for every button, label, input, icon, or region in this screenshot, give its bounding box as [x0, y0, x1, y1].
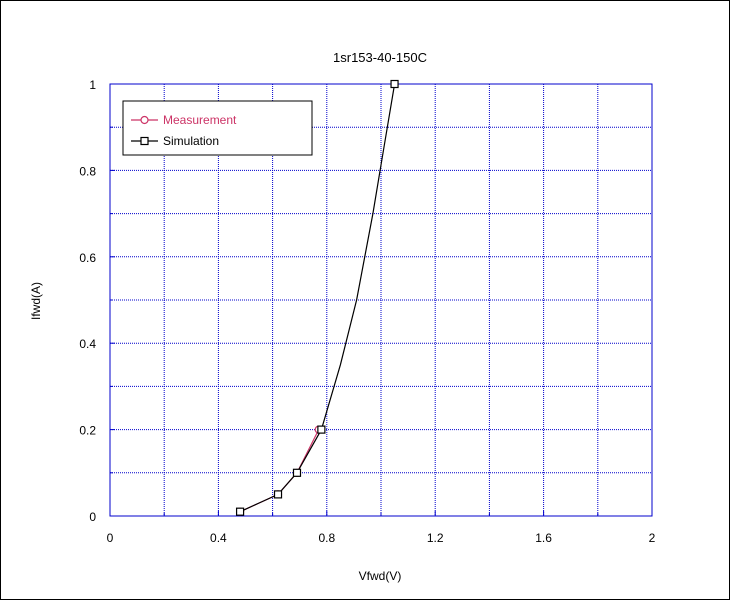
x-tick-label: 1.6	[535, 531, 552, 545]
x-tick-label: 0.4	[210, 531, 227, 545]
series-simulation	[235, 79, 399, 516]
data-point-simulation	[390, 79, 399, 89]
data-point-simulation	[235, 507, 245, 516]
y-tick-label: 0.4	[79, 337, 96, 351]
data-point-simulation	[273, 490, 283, 499]
chart-title: 1sr153-40-150C	[333, 50, 427, 65]
y-axis-label: Ifwd(A)	[29, 282, 43, 320]
y-tick-label: 1	[89, 78, 96, 92]
y-tick-label: 0	[89, 510, 96, 524]
legend-entry-simulation: Simulation	[131, 134, 219, 148]
legend-label: Measurement	[163, 113, 237, 127]
x-tick-label: 2	[649, 531, 656, 545]
data-point-simulation	[292, 468, 302, 477]
x-tick-label: 1.2	[427, 531, 444, 545]
plot-area	[109, 79, 653, 517]
series-line-simulation	[239, 83, 396, 513]
series-measurement	[235, 425, 323, 516]
legend-box	[122, 100, 313, 156]
y-tick-label: 0.6	[79, 251, 96, 265]
series-line-measurement	[239, 429, 320, 513]
data-point-simulation	[317, 425, 326, 434]
legend-marker-square	[140, 136, 149, 146]
y-tick-label: 0.2	[79, 424, 96, 438]
legend-entry-measurement: Measurement	[131, 113, 237, 127]
legend-marker-circle	[140, 115, 149, 125]
legend-label: Simulation	[163, 134, 219, 148]
legend: Measurement Simulation	[122, 100, 313, 156]
x-tick-label: 0.8	[318, 531, 335, 545]
y-tick-labels: 0 0.2 0.4 0.6 0.8 1	[79, 78, 96, 524]
x-tick-label: 0	[107, 531, 114, 545]
x-axis-label: Vfwd(V)	[359, 569, 402, 583]
x-tick-labels: 0 0.4 0.8 1.2 1.6 2	[107, 531, 656, 545]
y-tick-label: 0.8	[79, 164, 96, 178]
